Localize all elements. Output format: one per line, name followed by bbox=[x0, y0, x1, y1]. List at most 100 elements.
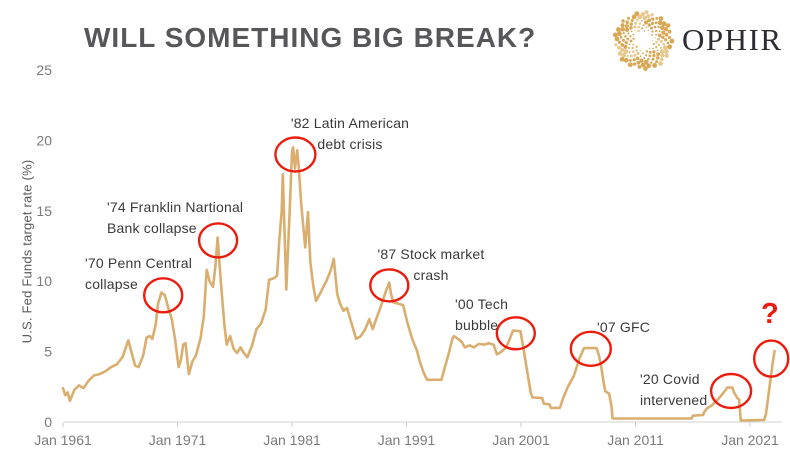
logo-dot bbox=[659, 25, 665, 31]
annotation-franklin-national: '74 Franklin Nartional Bank collapse bbox=[107, 197, 243, 239]
ophir-logo-icon bbox=[612, 10, 675, 71]
logo-dot bbox=[642, 15, 647, 21]
logo-dot bbox=[627, 32, 630, 35]
logo-dot bbox=[651, 17, 655, 21]
logo-dot bbox=[655, 40, 658, 44]
y-tick-label-10: 10 bbox=[36, 273, 52, 289]
annotation-gfc: '07 GFC bbox=[597, 317, 650, 338]
logo-dot bbox=[666, 23, 671, 28]
logo-dot bbox=[651, 39, 654, 42]
logo-dot bbox=[624, 35, 627, 38]
logo-dot bbox=[658, 61, 663, 66]
logo-dot bbox=[622, 31, 625, 35]
logo-dot bbox=[633, 25, 637, 29]
logo-dot bbox=[620, 27, 626, 32]
logo-dot bbox=[629, 39, 633, 43]
logo-dot bbox=[654, 21, 658, 25]
y-tick-label-0: 0 bbox=[44, 414, 52, 430]
logo-dot bbox=[612, 32, 618, 38]
logo-dot bbox=[625, 20, 630, 24]
logo-dot bbox=[616, 27, 621, 32]
logo-dot bbox=[629, 54, 633, 58]
logo-dot bbox=[642, 24, 645, 27]
annotation-line: Bank collapse bbox=[107, 220, 197, 236]
logo-dot bbox=[656, 49, 659, 52]
logo-dot bbox=[614, 43, 618, 47]
logo-dot bbox=[647, 57, 650, 61]
logo-dot bbox=[650, 26, 653, 30]
logo-dot bbox=[644, 53, 648, 57]
logo-dot bbox=[617, 40, 622, 44]
annotation-question-mark: ? bbox=[761, 299, 779, 329]
annotation-line: '00 Tech bbox=[455, 296, 509, 312]
logo-dot bbox=[630, 30, 633, 33]
annotation-stock-crash: '87 Stock market crash bbox=[377, 244, 484, 286]
logo-dot bbox=[632, 43, 635, 46]
logo-dot bbox=[655, 60, 659, 64]
highlight-circle-tech-bubble bbox=[495, 316, 536, 351]
logo-dot bbox=[661, 21, 667, 27]
logo-dot bbox=[650, 13, 654, 17]
logo-dot bbox=[664, 53, 669, 58]
logo-dot bbox=[637, 14, 643, 20]
logo-dot bbox=[629, 35, 632, 38]
annotation-line: '87 Stock market bbox=[377, 246, 485, 262]
highlight-circle-franklin-national bbox=[197, 222, 239, 259]
highlight-circle-covid bbox=[709, 372, 753, 410]
logo-dot bbox=[635, 56, 640, 61]
logo-dot bbox=[636, 18, 639, 22]
annotation-penn-central: '70 Penn Central collapse bbox=[85, 253, 192, 295]
logo-dot bbox=[661, 35, 665, 40]
logo-dot bbox=[628, 50, 631, 54]
logo-dot bbox=[656, 37, 661, 41]
logo-dot bbox=[655, 33, 658, 36]
logo-dot bbox=[653, 25, 657, 29]
logo-dot bbox=[667, 44, 673, 50]
logo-dot bbox=[658, 16, 664, 21]
logo-dot bbox=[637, 25, 640, 29]
logo-dot bbox=[635, 49, 638, 52]
logo-dot bbox=[652, 47, 654, 50]
x-tick-label-1991: Jan 1991 bbox=[378, 432, 436, 448]
logo-dot bbox=[634, 11, 640, 17]
logo-dot bbox=[639, 55, 642, 58]
logo-dot bbox=[648, 54, 652, 58]
logo-dot bbox=[617, 45, 621, 50]
logo-dot bbox=[651, 30, 654, 33]
logo-dot bbox=[632, 62, 637, 66]
logo-dot bbox=[623, 49, 629, 54]
annotation-line: bubble bbox=[455, 317, 499, 333]
annotation-line: '07 GFC bbox=[597, 319, 651, 335]
page-title: WILL SOMETHING BIG BREAK? bbox=[84, 22, 537, 53]
logo-dot bbox=[620, 23, 625, 28]
logo-dot bbox=[640, 19, 644, 22]
logo-dot bbox=[623, 44, 628, 49]
y-tick-label-20: 20 bbox=[36, 132, 52, 148]
logo-dot bbox=[660, 57, 664, 62]
logo-dot bbox=[663, 45, 668, 51]
ophir-logo: OPHIR bbox=[612, 9, 790, 75]
logo-dot bbox=[627, 16, 630, 20]
logo-dot bbox=[620, 47, 625, 53]
logo-dot bbox=[644, 20, 649, 25]
logo-dot bbox=[640, 62, 646, 68]
logo-dot bbox=[647, 23, 651, 27]
logo-dot bbox=[632, 33, 635, 36]
logo-dot bbox=[657, 43, 661, 47]
highlight-circle-penn-central bbox=[142, 277, 184, 314]
logo-dot bbox=[660, 53, 665, 58]
logo-dot bbox=[632, 37, 635, 40]
logo-dot bbox=[652, 63, 657, 68]
logo-dot bbox=[617, 51, 623, 56]
ophir-logo-text: OPHIR bbox=[682, 22, 783, 57]
logo-dot bbox=[640, 49, 642, 52]
logo-dot bbox=[636, 60, 641, 65]
logo-dot bbox=[645, 50, 649, 53]
logo-dot bbox=[664, 32, 669, 37]
logo-dot bbox=[654, 37, 656, 39]
logo-dot bbox=[637, 64, 642, 69]
logo-dot bbox=[624, 24, 629, 29]
logo-dot bbox=[624, 40, 628, 45]
logo-dot bbox=[650, 21, 655, 26]
